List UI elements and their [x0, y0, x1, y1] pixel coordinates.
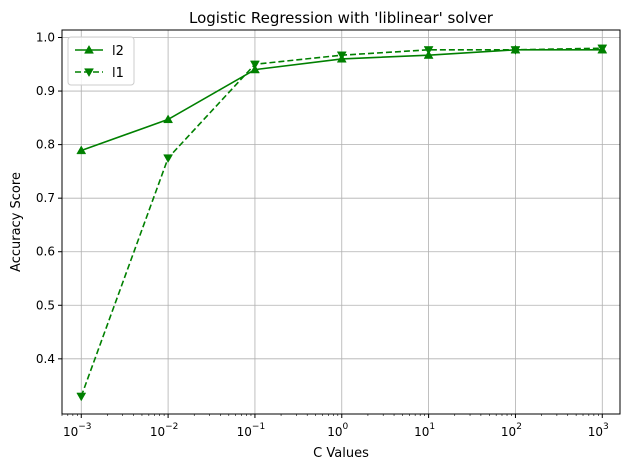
legend-item-l2: l2 [75, 44, 124, 59]
legend-item-l1: l1 [75, 66, 124, 81]
grid [62, 30, 620, 414]
data-point-l1 [510, 46, 521, 55]
y-tick-label: 0.9 [36, 84, 55, 98]
data-point-l1 [163, 154, 174, 164]
data-point-l2 [76, 145, 87, 155]
y-tick-label: 0.6 [36, 245, 55, 259]
y-axis-label: Accuracy Score [9, 172, 24, 272]
axis-ticks: 10−3 10−2 10−1 100 101 102 1030.40.50.60.70.80… [36, 30, 609, 439]
y-tick-label: 0.5 [36, 298, 55, 312]
series-layer [76, 44, 608, 402]
data-point-l1 [250, 60, 260, 70]
legend-box [67, 36, 135, 86]
x-axis-label: C Values [313, 446, 369, 461]
data-point-l1 [76, 392, 87, 402]
data-point-l1 [423, 46, 434, 55]
legend-marker-l1 [84, 68, 94, 78]
legend-marker-l2 [84, 44, 94, 54]
legend-label-l2: l2 [112, 44, 124, 59]
legend-label-l1: l1 [112, 66, 124, 81]
data-point-l2 [163, 114, 174, 124]
series-l1 [76, 44, 608, 402]
y-tick-label: 1.0 [36, 30, 55, 44]
chart-title: Logistic Regression with 'liblinear' sol… [189, 9, 494, 27]
y-tick-label: 0.8 [36, 138, 55, 152]
y-tick-label: 0.4 [36, 352, 55, 366]
y-tick-label: 0.7 [36, 191, 55, 205]
data-point-l1 [597, 44, 608, 54]
data-point-l1 [336, 51, 347, 61]
plot-area-frame [61, 29, 621, 415]
